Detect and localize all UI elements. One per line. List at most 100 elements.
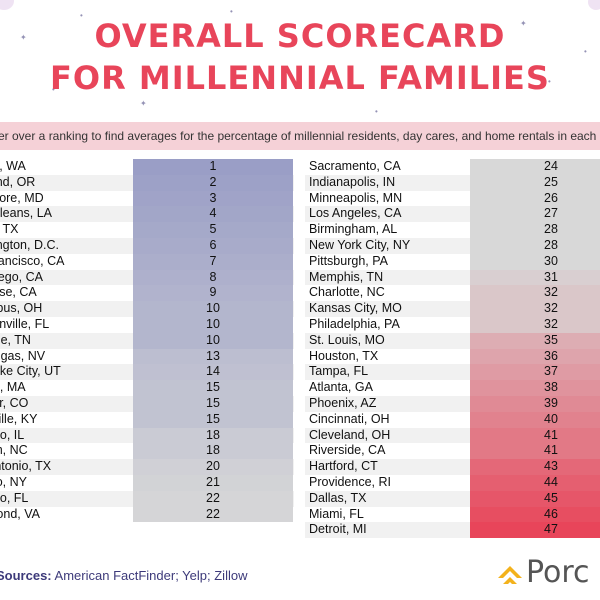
rank-cell[interactable]: 1 <box>133 159 293 175</box>
rank-cell[interactable]: 10 <box>133 317 293 333</box>
city-name: Memphis, TN <box>309 269 384 284</box>
rank-cell[interactable]: 9 <box>133 285 293 302</box>
table-row: Philadelphia, PA 32 <box>305 317 600 333</box>
city-name: igh, NC <box>0 443 28 458</box>
page-title-line-2: FOR MILLENNIAL FAMILIES <box>50 59 550 97</box>
rank-cell[interactable]: 2 <box>133 174 293 191</box>
rank-cell[interactable]: 41 <box>470 427 600 444</box>
city-name: Atlanta, GA <box>309 380 373 395</box>
city-name: Dallas, TX <box>309 490 367 505</box>
table-row: Indianapolis, IN 25 <box>305 174 600 191</box>
rank-cell[interactable]: 7 <box>133 253 293 270</box>
city-name: Orleans, LA <box>0 206 53 221</box>
instruction-banner: ver over a ranking to find averages for … <box>0 122 600 150</box>
rank-cell[interactable]: 4 <box>133 206 293 223</box>
table-row: sonville, FL 10 <box>0 317 294 333</box>
rank-cell[interactable]: 15 <box>133 396 293 412</box>
city-name: Cleveland, OH <box>309 427 391 442</box>
rank-cell[interactable]: 20 <box>133 459 293 475</box>
rank-cell[interactable]: 44 <box>470 475 600 491</box>
rank-cell[interactable]: 13 <box>133 348 293 365</box>
table-row: Kansas City, MO 32 <box>305 301 600 317</box>
rank-cell[interactable]: 45 <box>470 490 600 507</box>
rank-cell[interactable]: 21 <box>133 475 293 491</box>
rank-cell[interactable]: 38 <box>470 380 600 396</box>
rank-cell[interactable]: 40 <box>470 411 600 428</box>
rank-cell[interactable]: 22 <box>133 490 293 507</box>
table-row: Francisco, CA 7 <box>0 253 294 270</box>
ranking-table-left: tle, WA 1 land, OR 2 imore, MD 3 Orleans, LA 4… <box>0 159 294 539</box>
brand-logo[interactable]: Porc <box>496 556 600 594</box>
rank-cell[interactable]: 14 <box>133 364 293 381</box>
city-name: Lake City, UT <box>0 364 61 379</box>
rank-cell[interactable]: 27 <box>470 206 600 223</box>
rank-cell[interactable]: 46 <box>470 506 600 523</box>
rank-cell[interactable]: 22 <box>133 506 293 523</box>
rank-cell[interactable]: 28 <box>470 222 600 238</box>
rank-cell[interactable]: 18 <box>133 443 293 460</box>
star-icon: • <box>375 107 378 116</box>
city-name: St. Louis, MO <box>309 332 385 347</box>
table-row: Hartford, CT 43 <box>305 459 600 475</box>
rank-cell[interactable]: 39 <box>470 396 600 412</box>
city-name: Francisco, CA <box>0 253 65 268</box>
star-icon: ✦ <box>140 99 147 108</box>
rank-cell[interactable]: 8 <box>133 269 293 286</box>
rank-cell[interactable]: 41 <box>470 443 600 460</box>
city-name: Miami, FL <box>309 506 364 521</box>
table-row: Phoenix, AZ 39 <box>305 396 600 412</box>
city-name: Providence, RI <box>309 475 391 489</box>
city-name: ville, TN <box>0 332 31 347</box>
city-name: Detroit, MI <box>309 522 367 537</box>
sources-label: Sources: <box>0 568 52 583</box>
city-name: Hartford, CT <box>309 459 378 474</box>
table-row: Antonio, TX 20 <box>0 459 294 475</box>
rank-cell[interactable]: 32 <box>470 301 600 317</box>
rank-cell[interactable]: 10 <box>133 301 293 317</box>
city-name: ver, CO <box>0 396 29 410</box>
rank-cell[interactable]: 10 <box>133 332 293 349</box>
table-row: Cleveland, OH 41 <box>305 427 600 444</box>
city-name: Birmingham, AL <box>309 222 398 237</box>
table-row: sville, KY 15 <box>0 411 294 428</box>
table-row: in, TX 5 <box>0 222 294 238</box>
rank-cell[interactable]: 18 <box>133 427 293 444</box>
star-icon: • <box>584 47 587 56</box>
star-icon: ✦ <box>20 33 27 42</box>
rank-cell[interactable]: 36 <box>470 348 600 365</box>
table-row: Dallas, TX 45 <box>305 490 600 507</box>
rank-cell[interactable]: 24 <box>470 159 600 175</box>
city-name: in, TX <box>0 222 19 237</box>
rank-cell[interactable]: 30 <box>470 253 600 270</box>
table-row: Cincinnati, OH 40 <box>305 411 600 428</box>
rank-cell[interactable]: 25 <box>470 174 600 191</box>
ranking-table-right: Sacramento, CA 24 Indianapolis, IN 25 Minnea… <box>305 159 600 539</box>
rank-cell[interactable]: 3 <box>133 190 293 207</box>
rank-cell[interactable]: 15 <box>133 380 293 396</box>
chevron-logo-icon <box>498 566 522 584</box>
rank-cell[interactable]: 31 <box>470 269 600 286</box>
rank-cell[interactable]: 35 <box>470 332 600 349</box>
decorative-blob <box>0 0 14 10</box>
city-name: Indianapolis, IN <box>309 174 396 189</box>
rank-cell[interactable]: 28 <box>470 238 600 254</box>
table-row: Riverside, CA 41 <box>305 443 600 460</box>
rank-cell[interactable]: 26 <box>470 190 600 207</box>
city-name: Sacramento, CA <box>309 159 401 173</box>
brand-logo-text: Porc <box>526 555 590 590</box>
city-name: ndo, FL <box>0 490 29 505</box>
rank-cell[interactable]: 5 <box>133 222 293 238</box>
rank-cell[interactable]: 43 <box>470 459 600 475</box>
city-name: tle, WA <box>0 159 26 173</box>
rank-cell[interactable]: 15 <box>133 411 293 428</box>
rank-cell[interactable]: 32 <box>470 285 600 302</box>
table-row: land, OR 2 <box>0 174 294 191</box>
table-row: ville, TN 10 <box>0 332 294 349</box>
rank-cell[interactable]: 47 <box>470 522 600 539</box>
table-row: Vegas, NV 13 <box>0 348 294 365</box>
rank-cell[interactable]: 32 <box>470 317 600 333</box>
city-name: Diego, CA <box>0 269 43 284</box>
rank-cell[interactable]: 6 <box>133 238 293 254</box>
table-row: alo, NY 21 <box>0 475 294 491</box>
rank-cell[interactable]: 37 <box>470 364 600 381</box>
